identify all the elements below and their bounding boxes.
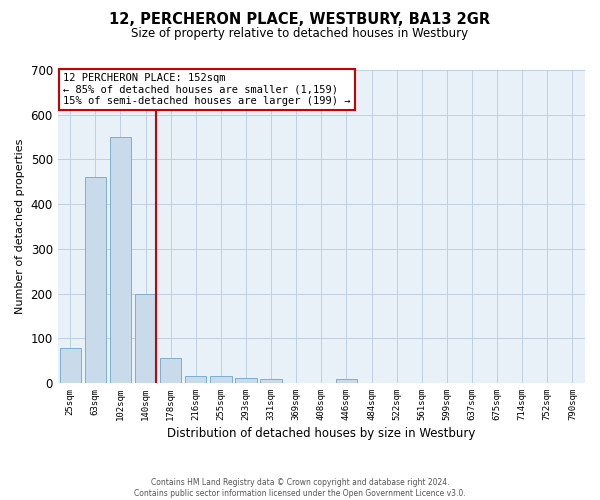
- Text: Size of property relative to detached houses in Westbury: Size of property relative to detached ho…: [131, 28, 469, 40]
- Y-axis label: Number of detached properties: Number of detached properties: [15, 139, 25, 314]
- Bar: [210, 376, 232, 383]
- Bar: [160, 358, 181, 383]
- Bar: [59, 348, 81, 383]
- Bar: [85, 178, 106, 383]
- X-axis label: Distribution of detached houses by size in Westbury: Distribution of detached houses by size …: [167, 427, 476, 440]
- Bar: [336, 380, 357, 383]
- Text: Contains HM Land Registry data © Crown copyright and database right 2024.
Contai: Contains HM Land Registry data © Crown c…: [134, 478, 466, 498]
- Bar: [110, 137, 131, 383]
- Bar: [185, 376, 206, 383]
- Bar: [260, 380, 282, 383]
- Text: 12, PERCHERON PLACE, WESTBURY, BA13 2GR: 12, PERCHERON PLACE, WESTBURY, BA13 2GR: [109, 12, 491, 28]
- Bar: [235, 378, 257, 383]
- Bar: [135, 294, 156, 383]
- Text: 12 PERCHERON PLACE: 152sqm
← 85% of detached houses are smaller (1,159)
15% of s: 12 PERCHERON PLACE: 152sqm ← 85% of deta…: [63, 73, 350, 106]
